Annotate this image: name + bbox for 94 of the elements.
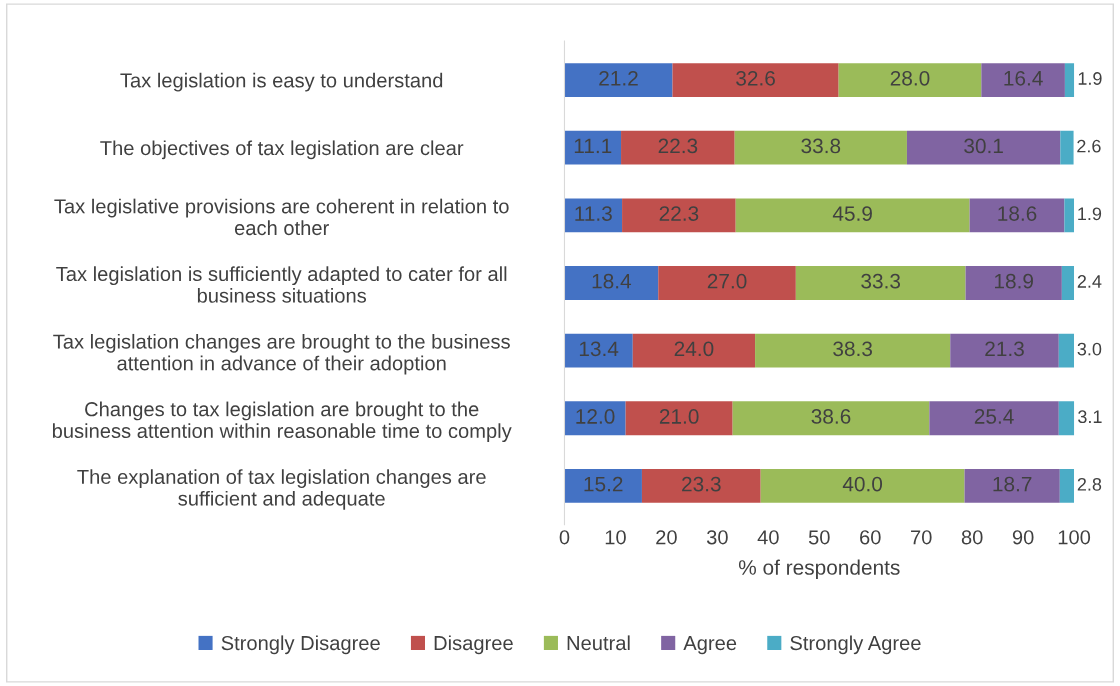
bar <box>981 63 1065 97</box>
legend-label: Agree <box>683 636 737 655</box>
bar <box>672 63 839 97</box>
x-tick-label: 30 <box>706 530 728 545</box>
data-label: 22.3 <box>658 138 698 154</box>
x-tick-label: 80 <box>961 530 983 545</box>
bar <box>621 130 735 165</box>
bar <box>964 468 1060 503</box>
y-tick-label: Changes to tax legislation are brought to the business attention within reasonable time to comply <box>52 401 512 443</box>
y-tick-label: Tax legislation is easy to understand <box>120 72 443 92</box>
bar <box>735 198 970 233</box>
data-label: 30.1 <box>964 138 1003 154</box>
y-tick-label: Tax legislative provisions are coherent in relation to each other <box>54 198 509 236</box>
data-label: 22.3 <box>659 206 699 221</box>
x-tick-label: 20 <box>656 530 677 545</box>
data-label: 16.4 <box>1004 70 1043 86</box>
bar <box>1064 63 1075 97</box>
data-label: 13.4 <box>579 341 619 357</box>
bar <box>564 266 659 300</box>
data-label: 33.8 <box>801 138 841 154</box>
data-label: 32.6 <box>736 70 775 86</box>
y-tick-label: Tax legislation changes are brought to the business attention in advance of their adoption <box>53 333 510 375</box>
data-label: 3.0 <box>1077 342 1102 356</box>
data-label: 2.8 <box>1077 477 1102 491</box>
bar <box>1059 468 1075 503</box>
bar <box>1060 130 1074 165</box>
bar <box>929 401 1059 436</box>
bar <box>564 198 623 233</box>
bar <box>564 63 673 97</box>
data-label: 21.0 <box>659 409 699 424</box>
bar <box>1061 266 1075 300</box>
data-label: 15.2 <box>584 476 623 492</box>
bar <box>760 468 965 503</box>
data-label: 1.9 <box>1078 72 1102 85</box>
bar <box>622 198 736 233</box>
bar <box>755 333 951 368</box>
x-tick-label: 100 <box>1058 530 1091 545</box>
legend-label: Neutral <box>567 635 630 651</box>
bar <box>795 266 966 300</box>
data-label: 18.7 <box>993 476 1032 492</box>
data-label: 45.9 <box>832 206 872 221</box>
bar <box>965 266 1062 300</box>
bar <box>1058 333 1075 368</box>
bar <box>564 468 642 503</box>
x-tick-label: 10 <box>605 530 626 545</box>
x-tick-label: 70 <box>911 530 932 545</box>
data-label: 18.6 <box>998 206 1037 221</box>
data-label: 11.1 <box>574 138 612 154</box>
x-tick-label: 90 <box>1012 530 1034 545</box>
bar <box>732 401 930 436</box>
legend-label: Strongly Disagree <box>221 635 380 655</box>
y-tick-label: Tax legislation is sufficiently adapted to cater for all business situations <box>56 266 507 303</box>
x-tick-label: 50 <box>808 530 830 545</box>
data-label: 18.4 <box>592 273 632 289</box>
bar <box>734 130 907 165</box>
data-label: 3.1 <box>1078 410 1102 424</box>
data-label: 2.6 <box>1077 139 1101 153</box>
y-tick-label: The explanation of tax legislation changes are sufficient and adequate <box>77 469 486 510</box>
bar <box>632 333 756 368</box>
bar <box>1064 198 1075 233</box>
y-tick-label: The objectives of tax legislation are clear <box>100 140 464 160</box>
x-tick-label: 60 <box>860 530 881 545</box>
x-tick-label: 40 <box>757 530 779 545</box>
data-label: 27.0 <box>707 273 747 289</box>
bar <box>564 130 622 165</box>
data-label: 2.4 <box>1077 275 1102 288</box>
data-label: 21.2 <box>599 70 638 86</box>
data-label: 11.3 <box>575 206 612 221</box>
bar <box>906 130 1061 165</box>
data-label: 40.0 <box>842 476 883 492</box>
bar <box>1058 401 1075 436</box>
data-label: 1.9 <box>1078 207 1102 221</box>
x-tick-label: 0 <box>559 530 570 545</box>
legend-label: Strongly Agree <box>790 635 921 655</box>
bar <box>641 468 761 503</box>
x-axis-title: % of respondents <box>738 559 900 579</box>
data-label: 33.3 <box>861 273 901 289</box>
bar <box>564 333 633 368</box>
data-label: 12.0 <box>576 409 615 424</box>
data-label: 38.3 <box>833 341 873 357</box>
bar <box>969 198 1065 233</box>
data-label: 18.9 <box>995 273 1033 289</box>
data-label: 21.3 <box>985 341 1024 357</box>
data-label: 23.3 <box>682 476 721 492</box>
bar <box>625 401 733 436</box>
data-label: 28.0 <box>890 70 930 86</box>
bar <box>658 266 796 300</box>
legend-label: Disagree <box>434 635 513 655</box>
data-label: 38.6 <box>811 409 851 424</box>
data-label: 25.4 <box>974 409 1014 424</box>
bar <box>564 401 626 436</box>
bar <box>950 333 1059 368</box>
data-label: 24.0 <box>674 341 714 357</box>
bar <box>838 63 982 97</box>
